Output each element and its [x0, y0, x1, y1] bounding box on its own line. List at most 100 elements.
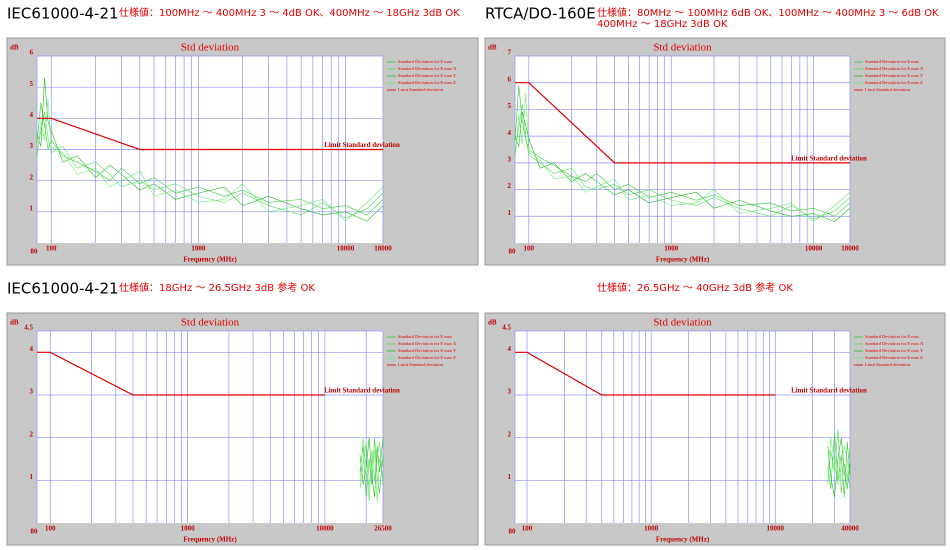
chart-title: Std deviation [653, 42, 712, 54]
legend-label: Standard Deviation for E max Y [865, 348, 924, 353]
x-tick-label: 80 [31, 528, 39, 536]
y-tick-label: 5 [508, 102, 512, 110]
plot-area [37, 331, 383, 523]
x-tick-label: 18000 [841, 245, 859, 253]
y-axis-label: dB [488, 44, 497, 52]
y-axis-label: dB [488, 319, 497, 327]
x-tick-label: 10000 [767, 525, 785, 533]
y-tick-label: 4 [30, 111, 34, 119]
x-axis-label: Frequency (MHz) [183, 256, 237, 264]
y-tick-label: 5 [30, 80, 34, 88]
y-tick-label: 6 [30, 49, 34, 57]
y-tick-label: 3 [508, 155, 512, 163]
spec-text: 仕様値：80MHz ～ 100MHz 6dB OK、100MHz ～ 400MH… [597, 6, 939, 19]
y-tick-label: 1 [508, 209, 512, 217]
legend-label: Standard Deviation for E max [865, 334, 920, 339]
series-line [36, 99, 384, 222]
y-tick-label: 4 [30, 345, 34, 353]
legend-label: Standard Deviation for E max X [865, 66, 924, 71]
legend-label: Standard Deviation for E max [398, 59, 453, 64]
x-axis-label: Frequency (MHz) [656, 536, 710, 544]
series-line [827, 437, 851, 498]
y-axis-label: dB [10, 44, 19, 52]
series-line [515, 351, 776, 396]
heading: IEC61000-4-21 [7, 5, 119, 23]
series-line [827, 437, 851, 494]
x-tick-label: 1000 [644, 525, 659, 533]
series-line [37, 117, 383, 151]
series-line [515, 82, 850, 164]
y-tick-label: 4.5 [24, 324, 33, 332]
plot-area [515, 56, 850, 243]
x-tick-label: 10000 [337, 245, 355, 253]
series-line [359, 441, 384, 502]
chart-title: Std deviation [181, 42, 240, 54]
x-tick-label: 10000 [316, 525, 334, 533]
plot-area [515, 331, 850, 523]
series-line [36, 112, 384, 219]
x-axis-label: Frequency (MHz) [656, 256, 710, 264]
x-tick-label: 80 [509, 248, 517, 256]
series-line [359, 437, 384, 498]
heading: RTCA/DO-160E [485, 5, 596, 23]
x-tick-label: 18000 [374, 245, 392, 253]
chart-title: Std deviation [653, 317, 712, 329]
y-tick-label: 2 [508, 430, 512, 438]
y-tick-label: 2 [508, 182, 512, 190]
series-line [514, 93, 851, 223]
x-axis-label: Frequency (MHz) [183, 536, 237, 544]
y-tick-label: 7 [508, 49, 512, 57]
x-tick-label: 80 [31, 248, 39, 256]
x-tick-label: 26500 [374, 525, 392, 533]
heading: IEC61000-4-21 [7, 280, 119, 298]
legend-label: Standard Deviation for E max [865, 59, 920, 64]
y-tick-label: 4 [508, 129, 512, 137]
y-tick-label: 3 [30, 388, 34, 396]
annotation: Limit Standard deviation [791, 387, 867, 395]
annotation: Limit Standard deviation [324, 141, 400, 149]
series-line [827, 429, 851, 494]
y-tick-label: 1 [30, 473, 34, 481]
legend-label: Standard Deviation for E max Z [398, 355, 456, 360]
x-tick-label: 100 [522, 525, 533, 533]
x-tick-label: 1000 [181, 525, 196, 533]
x-tick-label: 1000 [191, 245, 206, 253]
y-tick-label: 1 [508, 473, 512, 481]
legend-label: Standard Deviation for E max X [865, 341, 924, 346]
legend-label: Standard Deviation for E max [398, 334, 453, 339]
y-axis-label: dB [10, 319, 19, 327]
spec-text: 仕様値：18GHz ～ 26.5GHz 3dB 参考 OK [119, 281, 315, 294]
legend-label: Standard Deviation for E max Y [398, 73, 457, 78]
annotation: Limit Standard deviation [324, 387, 400, 395]
legend-label: Standard Deviation for E max X [398, 66, 457, 71]
x-tick-label: 100 [46, 245, 57, 253]
series-line [359, 437, 384, 502]
x-tick-label: 80 [509, 528, 517, 536]
legend-label: Standard Deviation for E max Z [865, 80, 923, 85]
y-tick-label: 1 [30, 204, 34, 212]
legend-label: Limit Standard deviation [398, 87, 444, 92]
legend-label: Limit Standard deviation [865, 87, 911, 92]
x-tick-label: 40000 [841, 525, 859, 533]
chart-title: Std deviation [181, 317, 240, 329]
y-tick-label: 4 [508, 345, 512, 353]
legend-label: Standard Deviation for E max Z [865, 355, 923, 360]
legend-label: Standard Deviation for E max Z [398, 80, 456, 85]
legend-label: Standard Deviation for E max X [398, 341, 457, 346]
y-tick-label: 2 [30, 173, 34, 181]
y-tick-label: 3 [508, 388, 512, 396]
y-tick-label: 6 [508, 75, 512, 83]
x-tick-label: 10000 [805, 245, 823, 253]
spec-text: 仕様値：26.5GHz ～ 40GHz 3dB 参考 OK [597, 281, 793, 294]
y-tick-label: 4.5 [502, 324, 511, 332]
legend-label: Limit Standard deviation [398, 362, 444, 367]
y-tick-label: 2 [30, 430, 34, 438]
legend-label: Standard Deviation for E max Y [398, 348, 457, 353]
x-tick-label: 1000 [664, 245, 679, 253]
legend-label: Limit Standard deviation [865, 362, 911, 367]
y-tick-label: 3 [30, 142, 34, 150]
legend-label: Standard Deviation for E max Y [865, 73, 924, 78]
x-tick-label: 100 [45, 525, 56, 533]
spec-text: 400MHz ～ 18GHz 3dB OK [597, 19, 728, 30]
